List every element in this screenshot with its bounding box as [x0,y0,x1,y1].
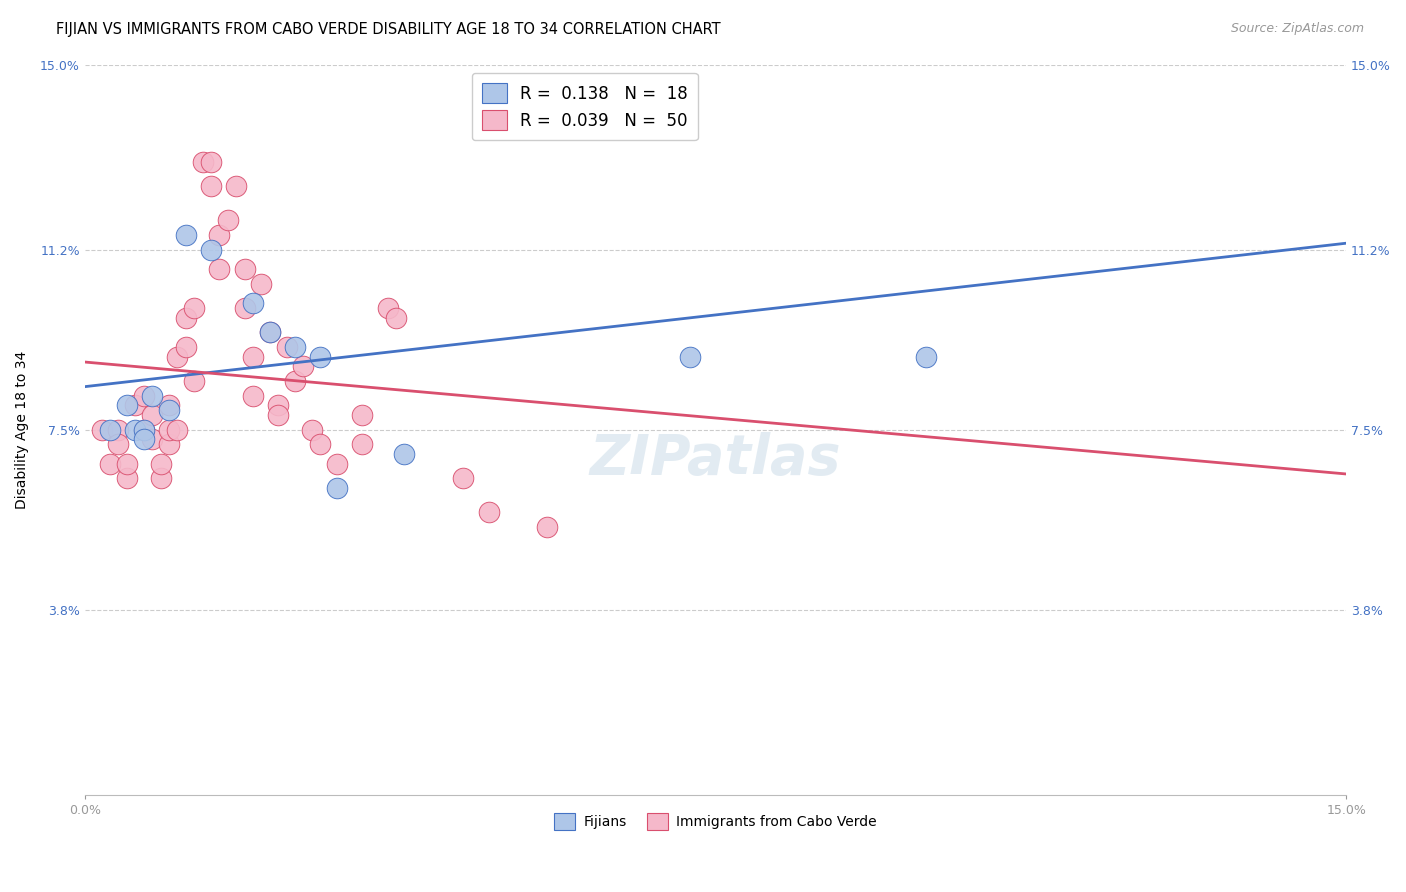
Point [98,457,121,471]
Point [242,296,264,310]
Point [157,437,180,451]
Point [242,350,264,364]
Text: FIJIAN VS IMMIGRANTS FROM CABO VERDE DISABILITY AGE 18 TO 34 CORRELATION CHART: FIJIAN VS IMMIGRANTS FROM CABO VERDE DIS… [56,22,721,37]
Point [914,350,936,364]
Point [166,423,188,437]
Point [385,310,408,325]
Point [141,408,163,422]
Point [132,433,155,447]
Point [166,350,188,364]
Point [115,471,138,485]
Point [233,301,256,315]
Point [107,437,129,451]
Point [191,155,214,169]
Point [132,388,155,402]
Point [141,433,163,447]
Point [259,326,281,340]
Point [451,471,474,485]
Point [242,388,264,402]
Point [132,423,155,437]
Point [276,340,298,354]
Point [233,262,256,277]
Point [200,179,222,194]
Point [132,423,155,437]
Point [157,403,180,417]
Point [183,301,205,315]
Point [208,227,231,242]
Text: Source: ZipAtlas.com: Source: ZipAtlas.com [1230,22,1364,36]
Legend: Fijians, Immigrants from Cabo Verde: Fijians, Immigrants from Cabo Verde [548,807,883,835]
Point [326,481,349,495]
Point [157,423,180,437]
Point [115,457,138,471]
Point [149,471,172,485]
Point [115,398,138,412]
Point [326,457,349,471]
Point [217,213,239,227]
Point [98,423,121,437]
Point [536,92,558,106]
Point [124,398,146,412]
Point [352,437,374,451]
Point [225,179,247,194]
Point [301,423,323,437]
Point [536,520,558,534]
Point [377,301,399,315]
Point [157,398,180,412]
Point [267,398,290,412]
Text: ZIPatlas: ZIPatlas [589,432,841,486]
Point [183,374,205,388]
Point [174,310,197,325]
Point [477,505,499,519]
Point [250,277,273,291]
Y-axis label: Disability Age 18 to 34: Disability Age 18 to 34 [15,351,30,508]
Point [90,423,112,437]
Point [259,326,281,340]
Point [107,423,129,437]
Point [309,350,332,364]
Point [284,340,307,354]
Point [292,359,315,374]
Point [141,388,163,402]
Point [679,350,702,364]
Point [284,374,307,388]
Point [200,243,222,257]
Point [267,408,290,422]
Point [174,227,197,242]
Point [174,340,197,354]
Point [309,437,332,451]
Point [124,423,146,437]
Point [352,408,374,422]
Point [394,447,416,461]
Point [200,155,222,169]
Point [208,262,231,277]
Point [149,457,172,471]
